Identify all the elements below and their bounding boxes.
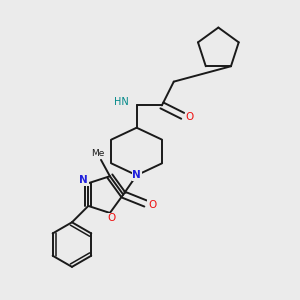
- Text: O: O: [107, 213, 116, 223]
- Text: O: O: [148, 200, 156, 210]
- Text: O: O: [185, 112, 194, 122]
- Text: N: N: [80, 175, 88, 185]
- Text: Me: Me: [91, 149, 105, 158]
- Text: HN: HN: [114, 98, 128, 107]
- Text: N: N: [132, 170, 141, 180]
